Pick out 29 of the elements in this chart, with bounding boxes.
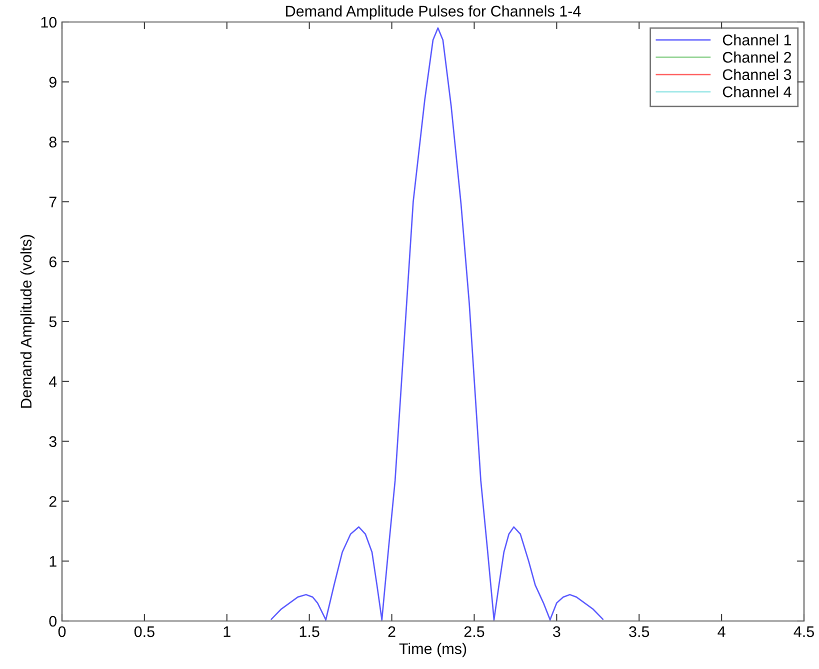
y-tick-label: 7 — [49, 196, 56, 208]
legend-label: Channel 1 — [722, 34, 792, 46]
y-tick-label: 3 — [49, 436, 56, 447]
chart-title: Demand Amplitude Pulses for Channels 1-4 — [286, 5, 581, 20]
x-tick-label: 1 — [224, 626, 230, 637]
x-tick-label: 4.5 — [794, 626, 814, 638]
x-tick-label: 1.5 — [300, 626, 320, 638]
y-tick-label: 10 — [41, 16, 57, 28]
y-axis-title: Demand Amplitude (volts) — [20, 234, 35, 408]
legend-label: Channel 3 — [722, 68, 792, 80]
line-series — [270, 27, 604, 620]
x-tick-label: 2.5 — [464, 626, 484, 638]
x-tick-label: 3 — [553, 626, 560, 638]
y-tick-label: 9 — [49, 76, 56, 88]
x-tick-label: 2 — [388, 626, 396, 637]
y-tick-label: 0 — [49, 616, 57, 627]
x-tick-label: 0.5 — [134, 626, 154, 638]
x-axis-title: Time (ms) — [399, 642, 466, 658]
x-tick-label: 3.5 — [629, 626, 650, 638]
legend-label: Channel 4 — [722, 86, 792, 98]
x-tick-label: 4 — [718, 626, 726, 637]
y-tick-label: 1 — [50, 556, 56, 567]
legend-label: Channel 2 — [722, 52, 792, 63]
y-tick-label: 5 — [49, 316, 56, 328]
y-tick-label: 6 — [49, 256, 56, 268]
y-tick-label: 8 — [49, 136, 56, 148]
y-tick-label: 4 — [48, 376, 57, 387]
y-tick-label: 2 — [49, 496, 56, 507]
x-tick-label: 0 — [58, 626, 66, 638]
